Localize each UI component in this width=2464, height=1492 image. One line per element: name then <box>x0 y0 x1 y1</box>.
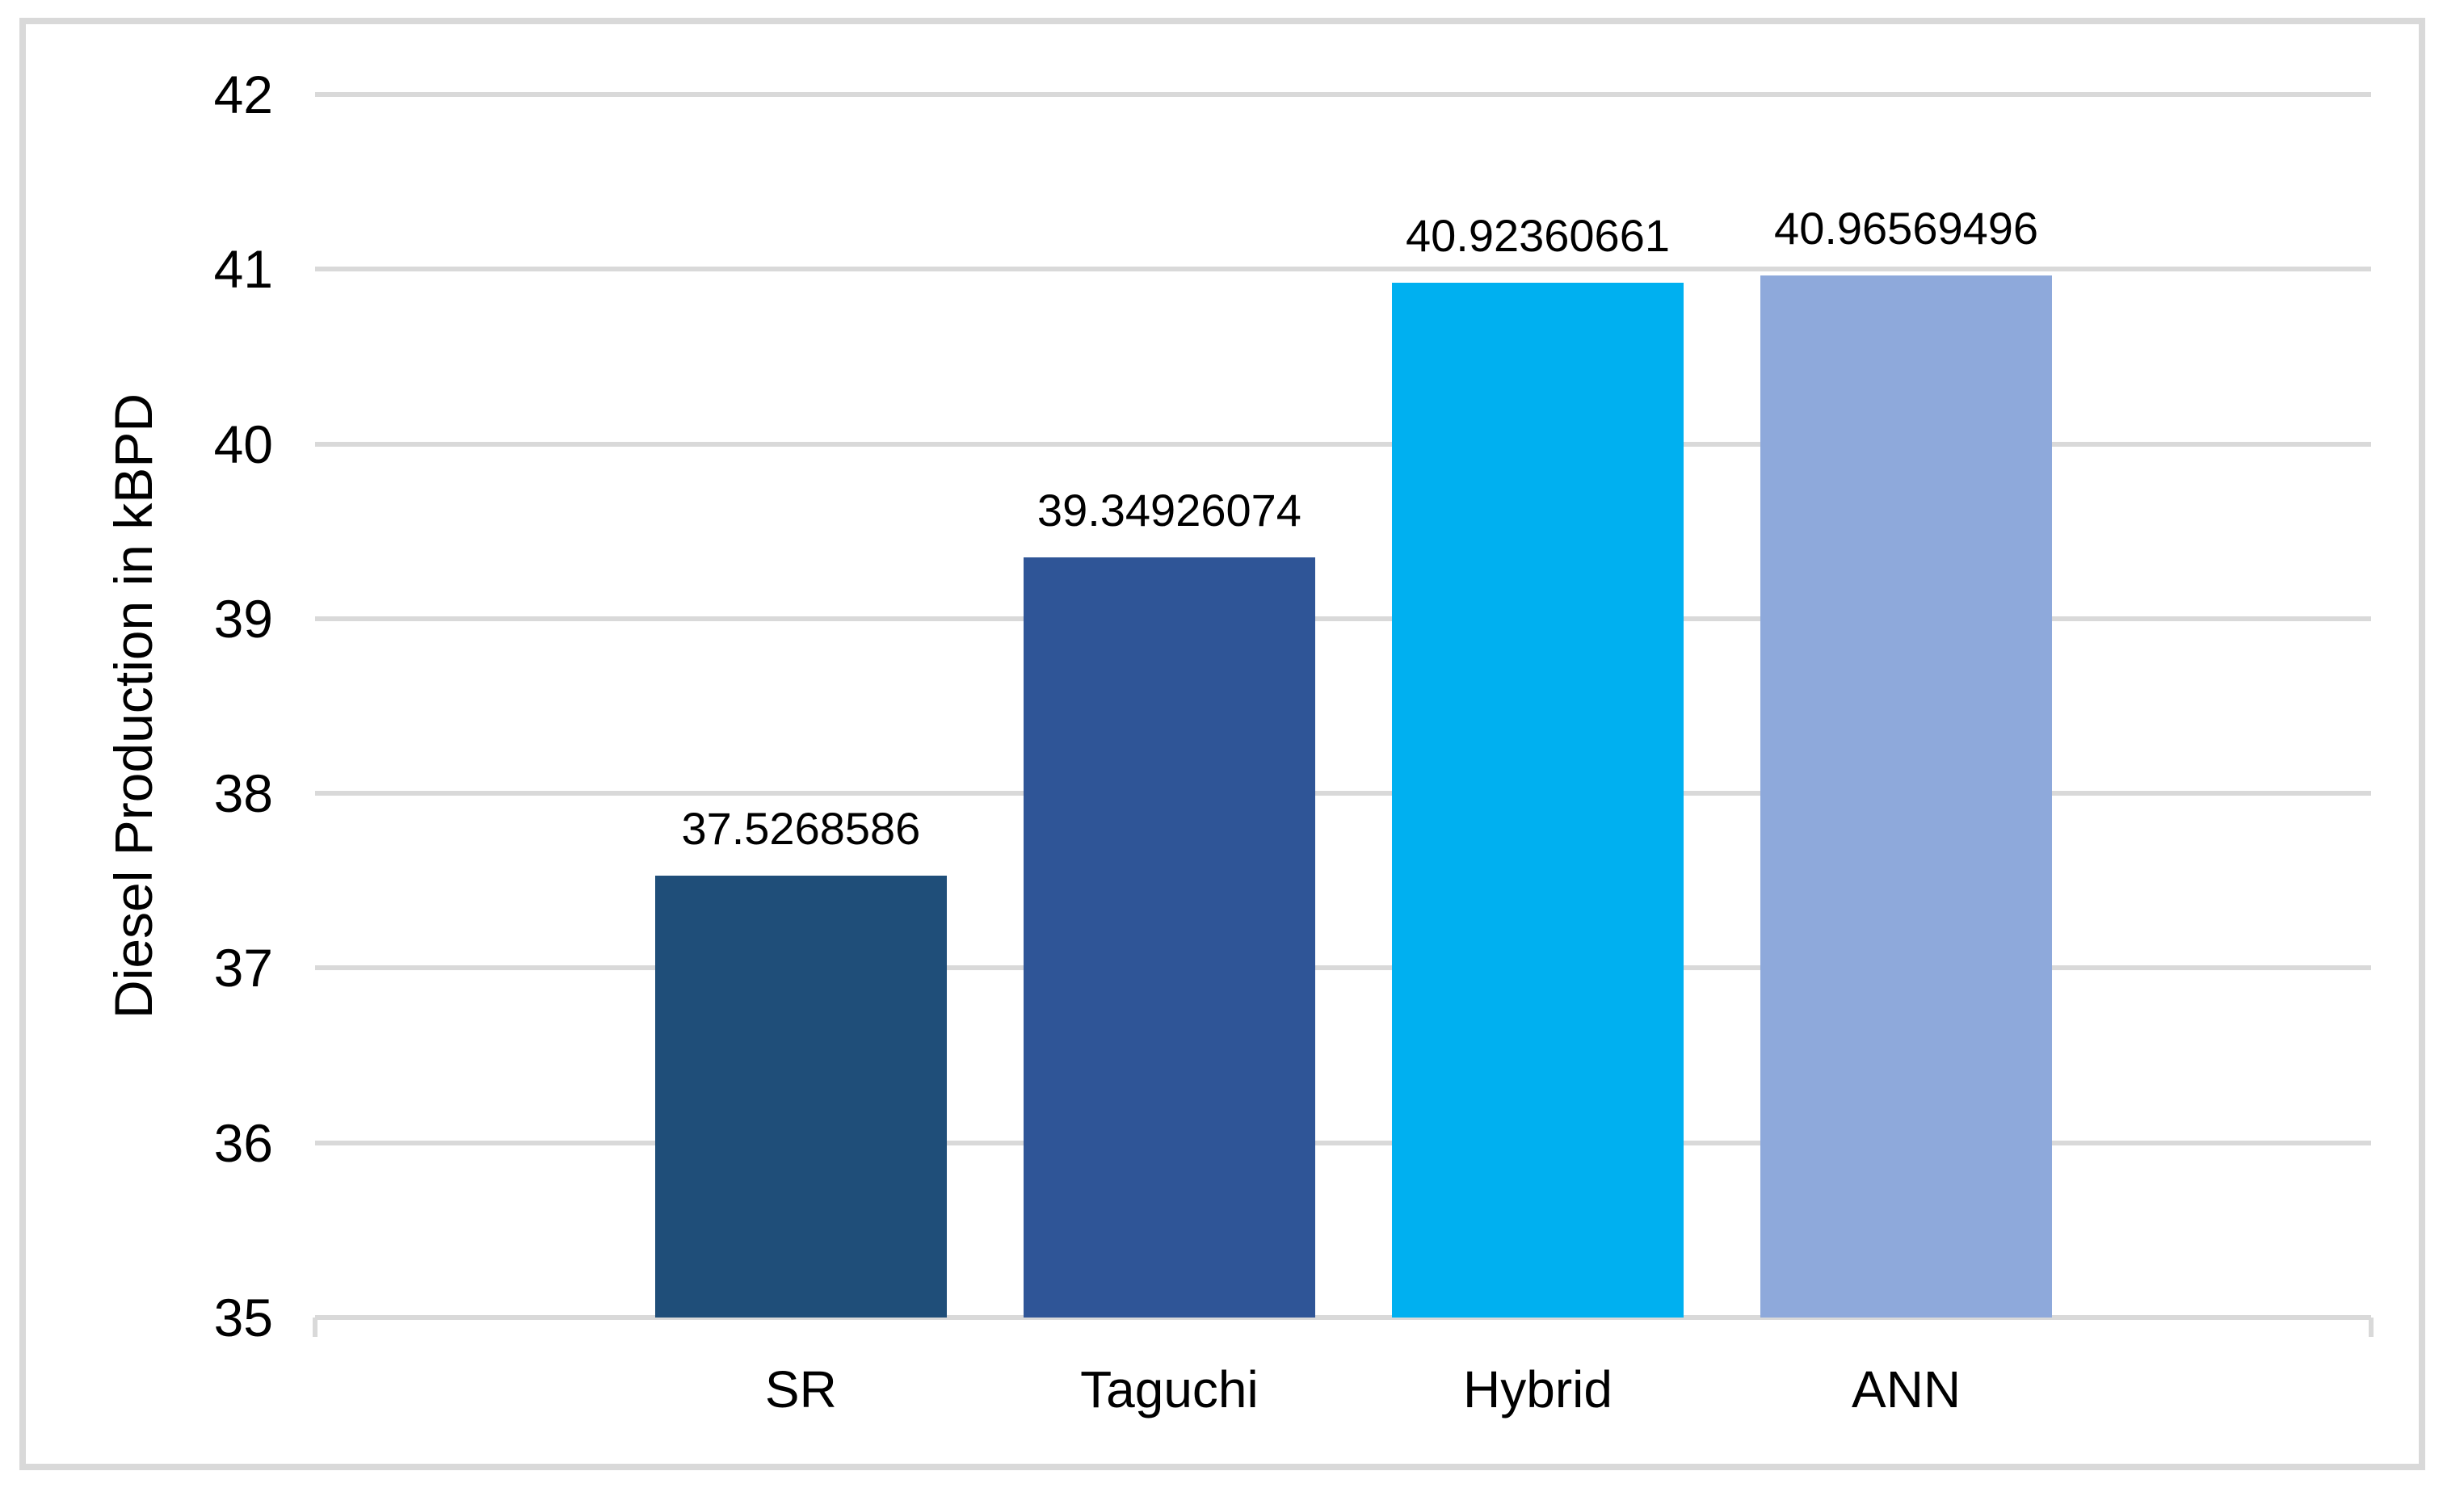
data-label-sr: 37.5268586 <box>681 803 921 855</box>
bar-sr <box>654 876 947 1318</box>
x-category-label-hybrid: Hybrid <box>1463 1360 1613 1418</box>
gridline <box>315 92 2371 97</box>
y-axis-title: Diesel Production in kBPD <box>103 393 163 1019</box>
x-category-label-ann: ANN <box>1852 1360 1962 1418</box>
gridline <box>315 791 2371 796</box>
x-axis-tick <box>2369 1318 2374 1337</box>
y-tick-label: 42 <box>213 65 273 124</box>
y-tick-label: 36 <box>213 1112 273 1173</box>
y-tick-label: 37 <box>213 938 273 998</box>
y-tick-label: 40 <box>213 414 273 474</box>
x-axis-tick <box>313 1318 317 1337</box>
gridline <box>315 1315 2371 1320</box>
x-category-label-sr: SR <box>764 1360 837 1418</box>
data-label-hybrid: 40.92360661 <box>1405 209 1670 261</box>
y-tick-label: 41 <box>213 239 273 300</box>
gridline <box>315 441 2371 447</box>
data-label-ann: 40.96569496 <box>1774 202 2039 254</box>
gridline <box>315 616 2371 621</box>
gridline <box>315 1140 2371 1145</box>
gridline <box>315 267 2371 272</box>
x-category-label-taguchi: Taguchi <box>1080 1360 1259 1418</box>
gridline <box>315 965 2371 971</box>
plot-area: 42 41 40 39 38 37 36 35 37.5268586 39.34… <box>214 65 2374 1418</box>
y-tick-label: 35 <box>213 1288 273 1347</box>
y-tick-label: 38 <box>213 763 273 824</box>
bar-hybrid <box>1392 282 1684 1318</box>
bar-ann <box>1760 275 2052 1318</box>
data-label-taguchi: 39.34926074 <box>1036 485 1301 536</box>
bar-taguchi <box>1024 557 1315 1318</box>
y-tick-label: 39 <box>213 588 273 649</box>
